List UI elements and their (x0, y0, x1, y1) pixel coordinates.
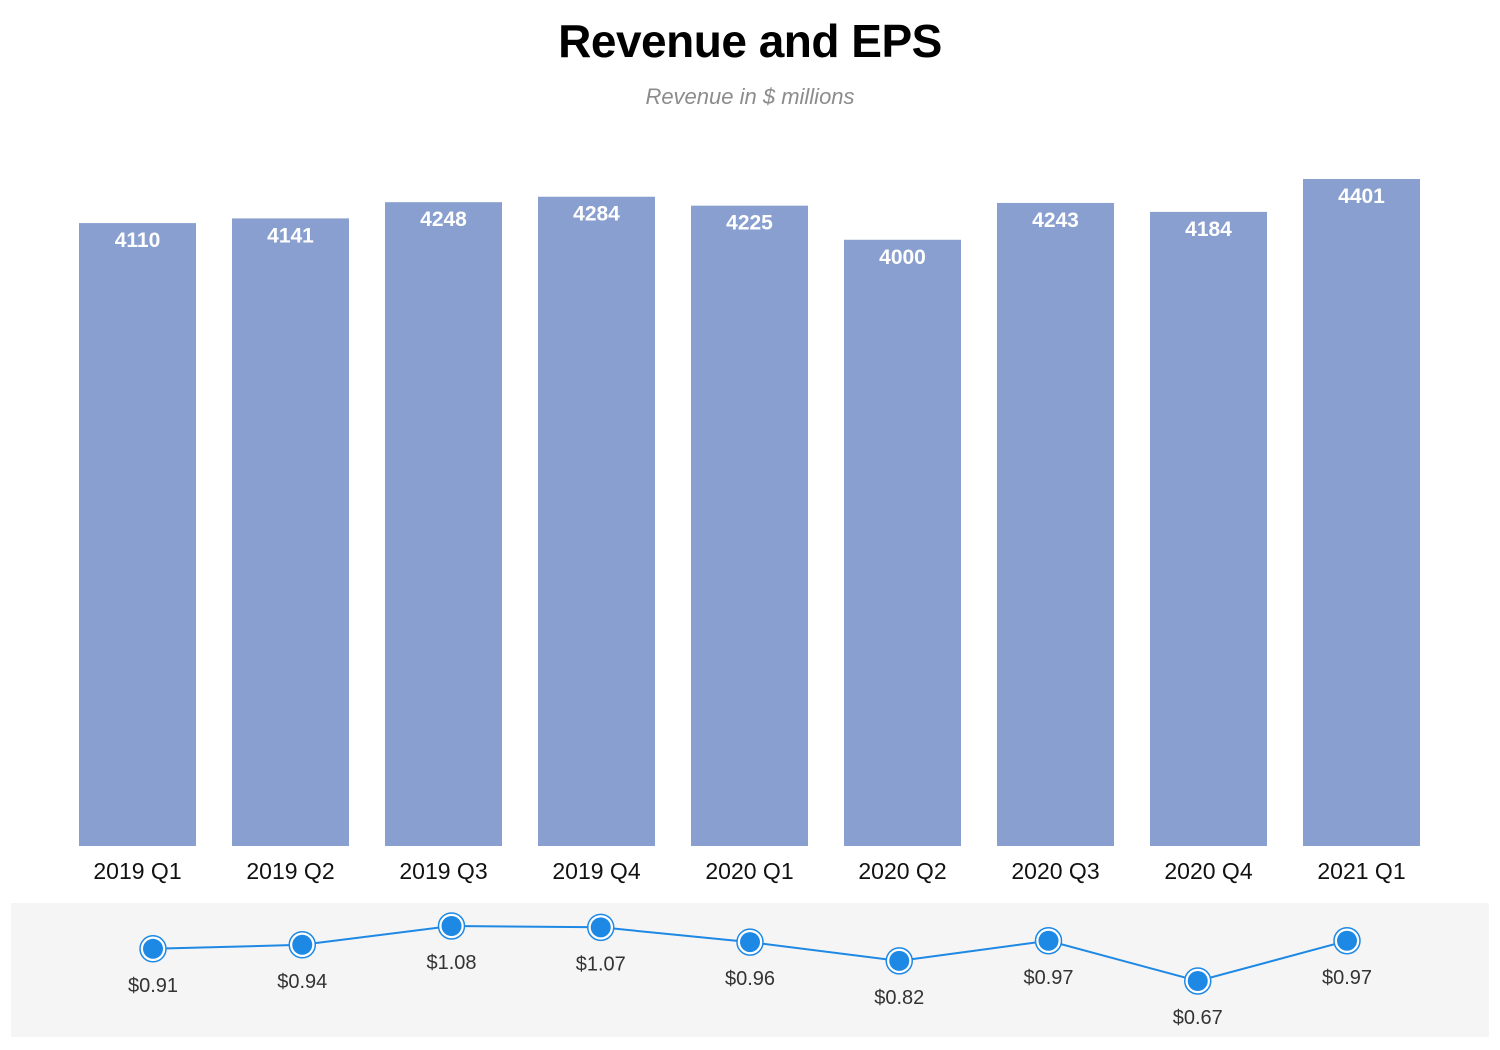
eps-value-label: $0.97 (1322, 967, 1372, 989)
chart-title: Revenue and EPS (558, 15, 942, 67)
eps-point (1184, 967, 1212, 995)
eps-value-label: $0.96 (725, 968, 775, 990)
eps-panel-background (11, 903, 1489, 1037)
eps-point (1034, 927, 1063, 955)
eps-value-label: $1.08 (426, 952, 476, 974)
bar-value-label: 4000 (879, 246, 926, 269)
bar-value-label: 4110 (115, 229, 161, 252)
bar-value-label: 4141 (267, 224, 314, 247)
category-label: 2021 Q1 (1317, 858, 1405, 884)
revenue-bar (844, 239, 961, 846)
eps-point (139, 935, 167, 963)
revenue-bar (232, 218, 349, 847)
bar-value-label: 4401 (1338, 185, 1385, 208)
category-label: 2019 Q3 (399, 858, 487, 884)
category-label: 2020 Q1 (705, 858, 793, 884)
bar-value-label: 4225 (726, 212, 773, 235)
bar-value-label: 4284 (573, 203, 620, 226)
revenue-bar (385, 202, 502, 847)
category-label: 2019 Q2 (246, 858, 334, 884)
bar-value-label: 4184 (1185, 218, 1232, 241)
eps-value-label: $1.07 (576, 953, 626, 975)
revenue-value-labels: 4110 4141 4248 4284 4225 4000 4243 4184 4401 (115, 185, 1385, 269)
category-label: 2019 Q4 (552, 858, 640, 884)
revenue-bar (79, 223, 196, 847)
category-label: 2020 Q3 (1011, 858, 1099, 884)
eps-value-labels: $0.91 $0.94 $1.08 $1.07 $0.96 $0.82 $0.97 $0.67… (128, 952, 1372, 1029)
eps-point (288, 931, 316, 959)
eps-point (587, 913, 615, 942)
revenue-bars (79, 179, 1420, 847)
bar-value-label: 4243 (1032, 209, 1079, 232)
revenue-bar (1303, 179, 1420, 846)
revenue-bar (997, 202, 1114, 846)
eps-value-label: $0.82 (874, 987, 924, 1009)
eps-point (885, 947, 913, 975)
eps-point (736, 928, 764, 956)
eps-points (139, 912, 1361, 995)
category-label: 2019 Q1 (93, 858, 181, 884)
revenue-bar (691, 205, 808, 846)
category-labels: 2019 Q1 2019 Q2 2019 Q3 2019 Q4 2020 Q1 2020 … (93, 858, 1405, 884)
category-label: 2020 Q4 (1164, 858, 1252, 884)
eps-value-label: $0.97 (1023, 967, 1073, 989)
eps-value-label: $0.94 (277, 971, 327, 993)
eps-point (437, 912, 466, 940)
eps-value-label: $0.67 (1173, 1007, 1223, 1029)
eps-value-label: $0.91 (128, 975, 178, 997)
eps-point (1333, 927, 1361, 955)
bar-value-label: 4248 (420, 208, 467, 231)
revenue-bar (1150, 211, 1267, 846)
category-label: 2020 Q2 (858, 858, 946, 884)
revenue-bar (538, 196, 655, 846)
chart-subtitle: Revenue in $ millions (645, 84, 855, 109)
